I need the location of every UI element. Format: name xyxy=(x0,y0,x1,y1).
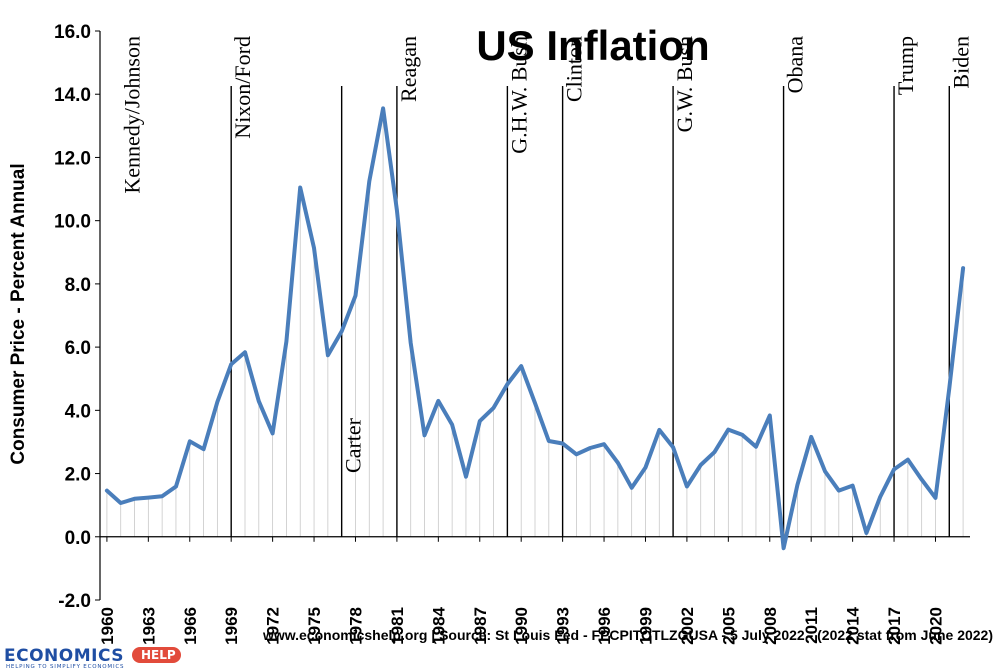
x-tick-label-1966: 1966 xyxy=(181,607,200,645)
x-axis: 1960 1963 1966 1969 1972 1975 1978 1981 1984 1987… xyxy=(98,536,970,645)
y-tick-label--2.0: -2.0 xyxy=(58,591,91,612)
economics-help-logo[interactable]: ECONOMICS HELP HELPING TO SIMPLIFY ECONO… xyxy=(4,646,181,670)
president-labels: Kennedy/Johnson Nixon/Ford Carter Reagan G.H… xyxy=(120,36,974,473)
president-label-reagan: Reagan xyxy=(396,36,421,102)
x-tick-label-1984: 1984 xyxy=(429,606,448,644)
y-tick-label-14.0: 14.0 xyxy=(54,85,91,106)
president-label-carter: Carter xyxy=(341,417,366,473)
x-tick-label-1996: 1996 xyxy=(595,607,614,645)
y-axis-label: Consumer Price - Percent Annual xyxy=(8,163,29,464)
y-tick-label-2.0: 2.0 xyxy=(65,465,91,486)
president-dividers xyxy=(230,86,950,537)
x-tick-label-1990: 1990 xyxy=(512,607,531,645)
x-tick-label-1993: 1993 xyxy=(554,607,573,645)
x-tick-label-1999: 1999 xyxy=(636,607,655,645)
y-tick-label-0.0: 0.0 xyxy=(65,528,91,549)
logo-badge: HELP xyxy=(132,647,181,663)
president-label-g-w-bush: G.W. Bush xyxy=(672,36,697,132)
x-tick-label-2002: 2002 xyxy=(678,607,697,645)
y-tick-label-8.0: 8.0 xyxy=(65,275,91,296)
x-tick-label-1981: 1981 xyxy=(388,607,407,645)
x-tick-label-1960: 1960 xyxy=(98,607,117,645)
x-tick-label-1969: 1969 xyxy=(222,607,241,645)
y-tick-label-12.0: 12.0 xyxy=(54,148,91,169)
minor-grid xyxy=(106,108,964,537)
president-label-clinton: Clinton xyxy=(562,36,587,102)
president-label-obana: Obana xyxy=(783,36,808,94)
chart-title: US Inflation xyxy=(476,22,709,69)
president-label-kennedy-johnson: Kennedy/Johnson xyxy=(120,36,145,194)
president-label-biden: Biden xyxy=(948,36,973,89)
source-footer: www.economicshelp.org | Source: St Louis… xyxy=(262,627,993,643)
president-label-g-h-w-bush: G.H.W. Bush xyxy=(506,36,531,154)
x-tick-label-1972: 1972 xyxy=(264,607,283,645)
y-axis: -2.0 0.0 2.0 4.0 6.0 8.0 10.0 12.0 14.0 16.0 xyxy=(54,22,101,612)
y-tick-label-6.0: 6.0 xyxy=(65,338,91,359)
x-tick-label-2017: 2017 xyxy=(885,607,904,645)
logo-main-text: ECONOMICS xyxy=(4,646,124,666)
x-tick-label-2014: 2014 xyxy=(844,606,863,644)
y-tick-label-4.0: 4.0 xyxy=(65,401,91,422)
x-tick-label-1963: 1963 xyxy=(139,607,158,645)
x-tick-label-2011: 2011 xyxy=(802,607,821,644)
x-tick-label-1987: 1987 xyxy=(471,607,490,645)
president-label-nixon-ford: Nixon/Ford xyxy=(230,36,255,139)
series-line-inflation xyxy=(104,106,966,551)
president-label-trump: Trump xyxy=(893,36,918,95)
logo-tagline: HELPING TO SIMPLIFY ECONOMICS xyxy=(6,664,125,670)
x-tick-label-1975: 1975 xyxy=(305,607,324,645)
x-tick-label-2005: 2005 xyxy=(719,607,738,645)
y-tick-label-10.0: 10.0 xyxy=(54,212,91,233)
series-group xyxy=(104,106,966,551)
x-tick-label-2008: 2008 xyxy=(761,607,780,645)
x-tick-label-1978: 1978 xyxy=(346,607,365,645)
x-tick-label-2020: 2020 xyxy=(926,607,945,645)
y-tick-label-16.0: 16.0 xyxy=(54,22,91,43)
